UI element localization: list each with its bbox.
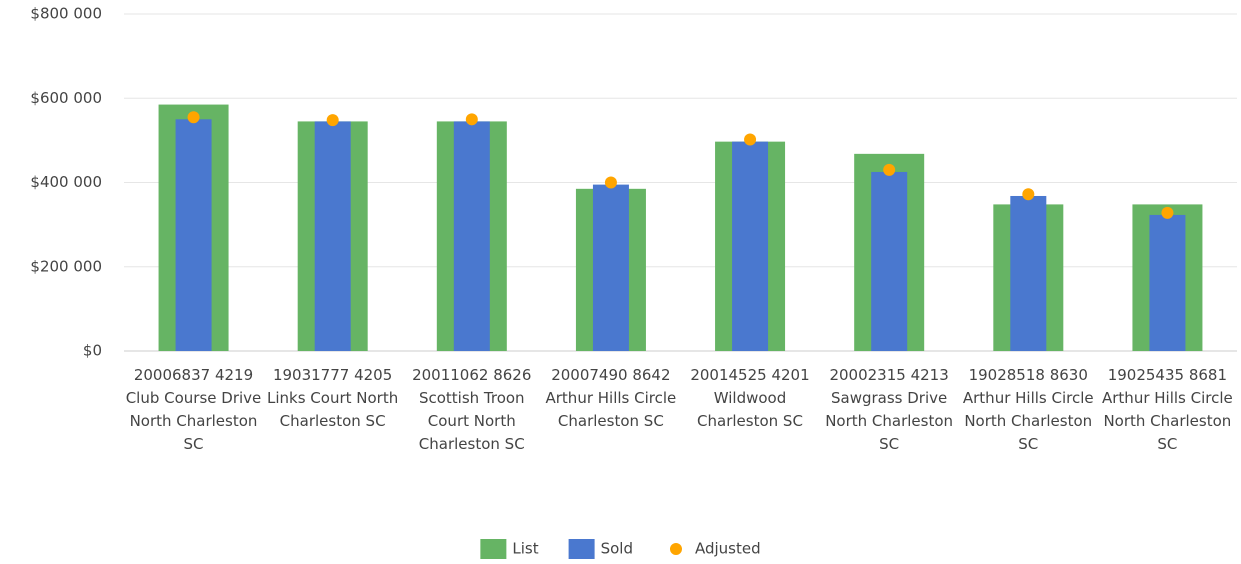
x-tick-label: 20007490 8642 Arthur Hills Circle Charle…: [545, 366, 677, 430]
marker: [604, 176, 617, 189]
y-tick-label: $400 000: [30, 173, 102, 191]
legend-label: List: [512, 540, 538, 558]
x-tick-label: 19025435 8681 Arthur Hills Circle North …: [1102, 366, 1233, 453]
bar: [175, 119, 212, 351]
y-tick-label: $200 000: [30, 257, 102, 275]
y-tick-label: $600 000: [30, 89, 102, 107]
marker: [883, 163, 896, 176]
bar: [1010, 195, 1047, 351]
bar: [314, 121, 351, 351]
marker: [744, 133, 757, 146]
legend-swatch: [568, 539, 595, 559]
x-tick-label: 20006837 4219 Club Course Drive North Ch…: [125, 366, 262, 453]
x-tick-label: 20014525 4201 Wildwood Charleston SC: [690, 366, 810, 430]
x-tick-label: 19028518 8630 Arthur Hills Circle North …: [962, 366, 1094, 453]
x-tick-label: 20011062 8626 Scottish Troon Court North…: [412, 366, 532, 453]
y-tick-label: $0: [83, 342, 102, 360]
marker: [1022, 188, 1035, 201]
marker: [465, 113, 478, 126]
x-tick-label: 20002315 4213 Sawgrass Drive North Charl…: [825, 366, 954, 453]
x-tick-label: 19031777 4205 Links Court North Charlest…: [267, 366, 399, 430]
marker: [326, 114, 339, 127]
legend-label: Sold: [601, 540, 633, 558]
bar: [732, 141, 769, 351]
bar: [453, 121, 490, 351]
y-tick-label: $800 000: [30, 5, 102, 23]
bar: [1149, 214, 1186, 351]
marker: [187, 111, 200, 124]
legend-swatch: [480, 539, 507, 559]
bar: [592, 184, 629, 351]
legend-label: Adjusted: [695, 540, 761, 558]
bar: [871, 171, 908, 351]
legend-swatch: [669, 543, 682, 555]
marker: [1161, 206, 1174, 219]
